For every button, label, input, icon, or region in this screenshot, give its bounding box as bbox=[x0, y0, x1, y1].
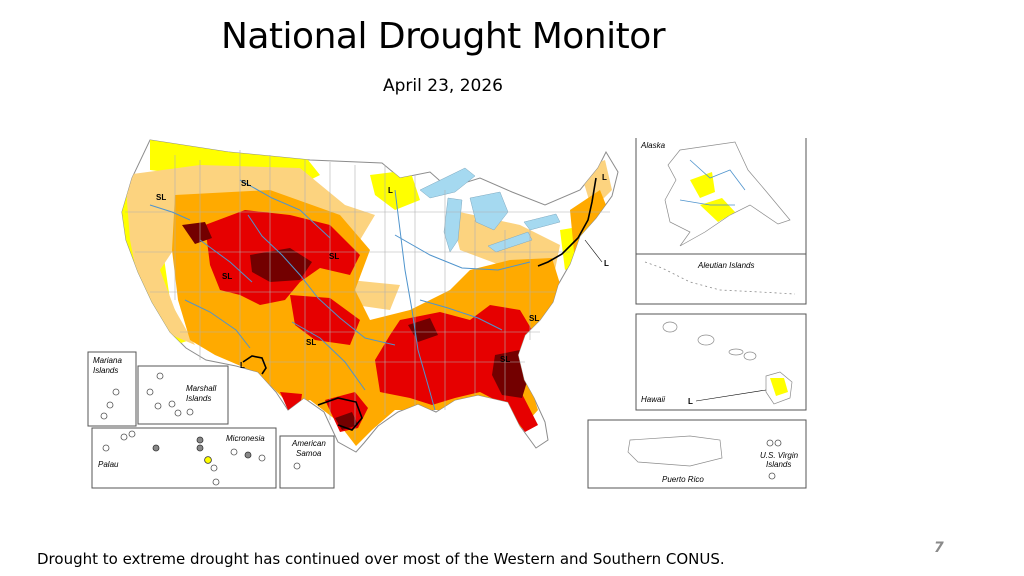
svg-text:SL: SL bbox=[306, 338, 316, 347]
micronesia-inset: Micronesia Palau bbox=[91, 427, 277, 489]
svg-text:Islands: Islands bbox=[93, 366, 118, 375]
puerto-rico-inset: Puerto Rico U.S. Virgin Islands bbox=[587, 419, 807, 489]
svg-text:SL: SL bbox=[529, 314, 539, 323]
conus-impact-labels: SL SL L SL SL SL L SL SL L L bbox=[156, 173, 609, 370]
svg-text:Puerto Rico: Puerto Rico bbox=[662, 475, 704, 484]
svg-text:Palau: Palau bbox=[98, 460, 119, 469]
slide-title: National Drought Monitor bbox=[220, 16, 666, 57]
svg-text:U.S. Virgin: U.S. Virgin bbox=[760, 451, 799, 460]
svg-text:Marshall: Marshall bbox=[186, 384, 216, 393]
svg-text:Alaska: Alaska bbox=[640, 141, 666, 150]
svg-text:Mariana: Mariana bbox=[93, 356, 122, 365]
svg-text:SL: SL bbox=[241, 179, 251, 188]
svg-text:SL: SL bbox=[500, 355, 510, 364]
state-borders bbox=[125, 150, 610, 440]
hawaii-inset: Hawaii L bbox=[635, 313, 807, 411]
svg-text:Islands: Islands bbox=[766, 460, 791, 469]
svg-text:Islands: Islands bbox=[186, 394, 211, 403]
svg-text:L: L bbox=[688, 397, 693, 406]
svg-text:Micronesia: Micronesia bbox=[226, 434, 265, 443]
great-lakes bbox=[419, 167, 561, 253]
svg-text:SL: SL bbox=[329, 252, 339, 261]
american-samoa-inset: American Samoa bbox=[279, 435, 335, 489]
svg-text:Aleutian Islands: Aleutian Islands bbox=[697, 261, 754, 270]
page-number: 7 bbox=[934, 540, 944, 556]
impact-boundaries bbox=[242, 177, 597, 431]
svg-text:American: American bbox=[291, 439, 326, 448]
aleutian-inset: Aleutian Islands bbox=[635, 253, 807, 305]
mariana-inset: Mariana Islands bbox=[87, 351, 137, 427]
marshall-inset: Marshall Islands bbox=[137, 365, 229, 425]
alaska-inset: Alaska bbox=[635, 138, 807, 255]
rivers bbox=[149, 179, 531, 411]
svg-text:Samoa: Samoa bbox=[296, 449, 322, 458]
slide-caption: Drought to extreme drought has continued… bbox=[37, 550, 725, 568]
svg-text:L: L bbox=[388, 186, 393, 195]
svg-text:Hawaii: Hawaii bbox=[641, 395, 665, 404]
svg-text:L: L bbox=[240, 361, 245, 370]
svg-text:SL: SL bbox=[222, 272, 232, 281]
svg-text:L: L bbox=[602, 173, 607, 182]
svg-text:L: L bbox=[604, 259, 609, 268]
svg-text:SL: SL bbox=[156, 193, 166, 202]
map-date: April 23, 2026 bbox=[383, 76, 503, 96]
